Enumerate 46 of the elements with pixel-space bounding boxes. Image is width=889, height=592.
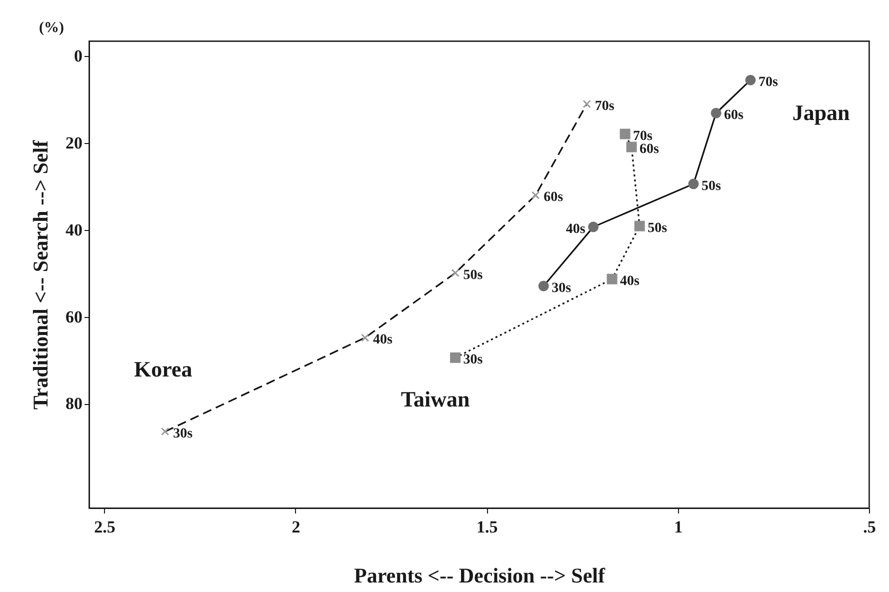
y-tick-label: 60 bbox=[66, 307, 82, 326]
point bbox=[451, 268, 460, 278]
y-tick-label: 40 bbox=[66, 220, 82, 240]
point bbox=[582, 100, 591, 108]
y-tick-label: 80 bbox=[66, 394, 82, 414]
point bbox=[634, 220, 645, 232]
annotation: 70s bbox=[594, 98, 615, 114]
point bbox=[710, 108, 722, 118]
x-axis-title: Parents <-- Decision --> Self bbox=[354, 564, 606, 588]
text: (%) bbox=[39, 20, 64, 36]
y-tick-label: 0 bbox=[74, 46, 82, 66]
annotation: 60s bbox=[544, 190, 564, 206]
series-label: Korea bbox=[134, 356, 192, 382]
x-tick-label: 1 bbox=[674, 518, 683, 536]
x-tick-label: 1.5 bbox=[476, 518, 498, 536]
annotation: 50s bbox=[702, 178, 722, 194]
annotation: 30s bbox=[173, 426, 194, 442]
annotation: 60s bbox=[724, 108, 744, 124]
annotation: 60s bbox=[640, 142, 660, 157]
annotation: 40s bbox=[566, 222, 586, 237]
point bbox=[360, 334, 370, 342]
point bbox=[531, 191, 540, 200]
series-label: Japan bbox=[792, 100, 850, 126]
annotation: 70s bbox=[758, 75, 778, 90]
point bbox=[688, 178, 699, 190]
series-label: Taiwan bbox=[400, 386, 470, 412]
point bbox=[160, 427, 170, 436]
point bbox=[626, 142, 637, 152]
x-tick-label: 2 bbox=[292, 518, 300, 536]
point bbox=[745, 74, 756, 86]
x-tick-label: 2.5 bbox=[94, 518, 116, 536]
annotation: 40s bbox=[373, 332, 394, 348]
point bbox=[450, 352, 461, 363]
x-tick-label: .5 bbox=[863, 518, 876, 536]
point bbox=[606, 274, 618, 284]
annotation: 50s bbox=[648, 221, 668, 236]
annotation: 70s bbox=[633, 128, 654, 144]
point bbox=[538, 280, 549, 292]
annotation: 30s bbox=[463, 352, 484, 368]
annotation: 40s bbox=[620, 274, 640, 290]
y-axis-title: Traditional <-- Search --> Self bbox=[28, 139, 52, 410]
annotation: 30s bbox=[552, 281, 572, 296]
point bbox=[620, 128, 630, 140]
y-tick-label: 20 bbox=[66, 134, 82, 153]
point bbox=[588, 222, 599, 232]
annotation: 50s bbox=[463, 268, 484, 283]
